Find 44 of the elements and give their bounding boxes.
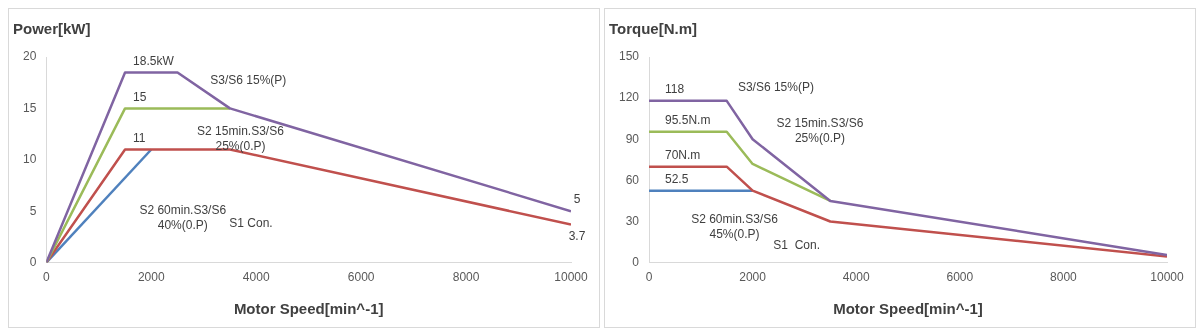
annotation: S1 Con. <box>229 215 273 230</box>
x-tick-label: 8000 <box>1050 270 1078 285</box>
y-tick-label: 15 <box>22 100 37 115</box>
x-tick-label: 4000 <box>242 270 270 285</box>
annotation: S3/S6 15%(P) <box>210 72 287 87</box>
chart-title: Power[kW] <box>13 20 91 38</box>
y-tick-label: 30 <box>625 213 640 228</box>
y-tick-label: 0 <box>29 254 37 269</box>
y-tick-label: 90 <box>625 131 640 146</box>
x-tick-label: 0 <box>43 270 50 285</box>
data-label: 11 <box>133 130 146 145</box>
annotation: S2 60min.S3/S6 40%(0.P) <box>139 203 227 233</box>
data-label: 3.7 <box>568 228 586 243</box>
x-axis-title: Motor Speed[min^-1] <box>233 300 384 318</box>
data-label: 5 <box>573 191 581 206</box>
data-label: 70N.m <box>665 147 701 162</box>
x-tick-label: 6000 <box>347 270 375 285</box>
annotation: S3/S6 15%(P) <box>737 79 814 94</box>
x-tick-label: 10000 <box>1150 270 1185 285</box>
y-tick-label: 0 <box>632 254 640 269</box>
data-label: 118 <box>665 82 685 97</box>
x-tick-label: 0 <box>645 270 653 285</box>
x-tick-label: 2000 <box>137 270 165 285</box>
x-axis-title: Motor Speed[min^-1] <box>833 300 983 318</box>
x-tick-label: 2000 <box>739 270 767 285</box>
annotation: S2 60min.S3/S6 45%(0.P) <box>691 211 779 241</box>
x-tick-label: 6000 <box>946 270 974 285</box>
data-label: 15 <box>133 89 147 104</box>
y-tick-label: 10 <box>22 152 37 167</box>
data-label: 52.5 <box>665 171 689 186</box>
y-tick-label: 20 <box>22 49 37 64</box>
data-label: 18.5kW <box>133 53 175 68</box>
annotation: S1 Con. <box>773 238 820 253</box>
x-tick-label: 10000 <box>554 270 589 285</box>
data-label: 95.5N.m <box>665 113 711 128</box>
y-tick-label: 150 <box>618 49 640 64</box>
y-tick-label: 5 <box>29 203 37 218</box>
x-tick-label: 4000 <box>842 270 870 285</box>
annotation: S2 15min.S3/S6 25%(0.P) <box>197 124 285 154</box>
y-tick-label: 60 <box>625 172 640 187</box>
x-tick-label: 8000 <box>452 270 480 285</box>
annotation: S2 15min.S3/S6 25%(0.P) <box>776 115 864 145</box>
chart-title: Torque[N.m] <box>609 20 698 38</box>
y-tick-label: 120 <box>618 90 640 105</box>
